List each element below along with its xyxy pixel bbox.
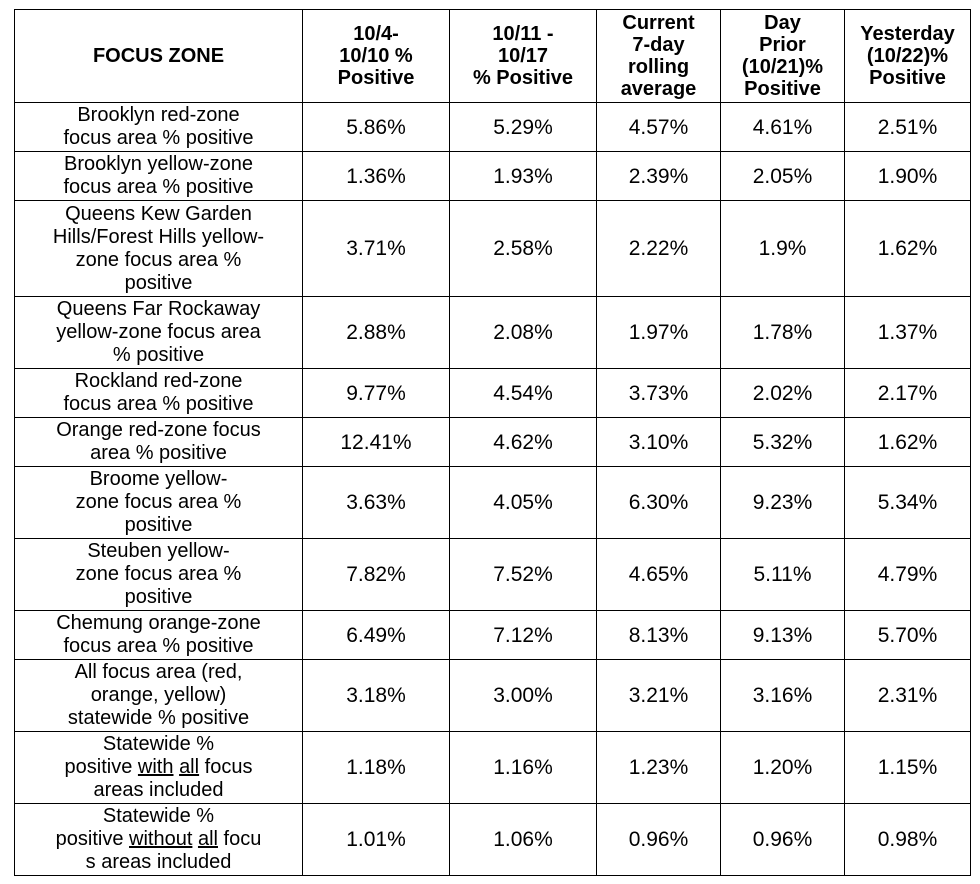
- value-cell: 8.13%: [596, 610, 721, 660]
- value-cell: 3.10%: [596, 417, 721, 467]
- value-cell: 3.00%: [449, 659, 597, 732]
- value-cell: 0.98%: [844, 803, 971, 876]
- zone-cell: Brooklyn yellow-zone focus area % positiv…: [14, 151, 303, 201]
- value-cell: 2.58%: [449, 200, 597, 297]
- value-cell: 2.88%: [302, 296, 450, 369]
- value-cell: 2.02%: [720, 368, 845, 418]
- zone-cell: Steuben yellow-zone focus area % positive: [14, 538, 303, 611]
- value-cell: 4.62%: [449, 417, 597, 467]
- value-cell: 6.30%: [596, 466, 721, 539]
- value-cell: 5.11%: [720, 538, 845, 611]
- value-cell: 3.18%: [302, 659, 450, 732]
- value-cell: 1.20%: [720, 731, 845, 804]
- value-cell: 3.71%: [302, 200, 450, 297]
- value-cell: 1.97%: [596, 296, 721, 369]
- table-row: Statewide % positive with all focus areas …: [14, 731, 971, 804]
- header-rolling-average: Current 7-day rolling average: [596, 9, 721, 103]
- table-row: All focus area (red, orange, yellow) state…: [14, 659, 971, 732]
- value-cell: 3.21%: [596, 659, 721, 732]
- value-cell: 3.73%: [596, 368, 721, 418]
- value-cell: 2.39%: [596, 151, 721, 201]
- value-cell: 4.61%: [720, 102, 845, 152]
- value-cell: 1.93%: [449, 151, 597, 201]
- value-cell: 4.65%: [596, 538, 721, 611]
- value-cell: 6.49%: [302, 610, 450, 660]
- value-cell: 5.86%: [302, 102, 450, 152]
- value-cell: 1.62%: [844, 417, 971, 467]
- value-cell: 5.34%: [844, 466, 971, 539]
- value-cell: 1.90%: [844, 151, 971, 201]
- zone-cell: Broome yellow-zone focus area % positive: [14, 466, 303, 539]
- value-cell: 12.41%: [302, 417, 450, 467]
- value-cell: 3.63%: [302, 466, 450, 539]
- table-row: Queens Far Rockaway yellow-zone focus are…: [14, 296, 971, 369]
- value-cell: 0.96%: [596, 803, 721, 876]
- value-cell: 1.9%: [720, 200, 845, 297]
- zone-cell: Queens Kew Garden Hills/Forest Hills yell…: [14, 200, 303, 297]
- value-cell: 4.54%: [449, 368, 597, 418]
- value-cell: 3.16%: [720, 659, 845, 732]
- header-yesterday: Yesterday (10/22)% Positive: [844, 9, 971, 103]
- value-cell: 1.06%: [449, 803, 597, 876]
- value-cell: 5.70%: [844, 610, 971, 660]
- header-focus-zone: FOCUS ZONE: [14, 9, 303, 103]
- table-row: Brooklyn yellow-zone focus area % positiv…: [14, 151, 971, 201]
- zone-cell: Statewide % positive without all focu s ar…: [14, 803, 303, 876]
- value-cell: 9.13%: [720, 610, 845, 660]
- value-cell: 9.77%: [302, 368, 450, 418]
- value-cell: 2.51%: [844, 102, 971, 152]
- value-cell: 9.23%: [720, 466, 845, 539]
- zone-cell: Queens Far Rockaway yellow-zone focus are…: [14, 296, 303, 369]
- zone-cell: Rockland red-zone focus area % positive: [14, 368, 303, 418]
- zone-cell: Brooklyn red-zone focus area % positive: [14, 102, 303, 152]
- value-cell: 1.23%: [596, 731, 721, 804]
- value-cell: 2.31%: [844, 659, 971, 732]
- zone-cell: Statewide % positive with all focus areas …: [14, 731, 303, 804]
- header-day-prior: Day Prior (10/21)% Positive: [720, 9, 845, 103]
- table-row: Orange red-zone focus area % positive 12.…: [14, 417, 971, 467]
- value-cell: 1.62%: [844, 200, 971, 297]
- value-cell: 1.01%: [302, 803, 450, 876]
- value-cell: 1.15%: [844, 731, 971, 804]
- value-cell: 2.05%: [720, 151, 845, 201]
- zone-cell: All focus area (red, orange, yellow) state…: [14, 659, 303, 732]
- value-cell: 7.82%: [302, 538, 450, 611]
- value-cell: 1.78%: [720, 296, 845, 369]
- value-cell: 0.96%: [720, 803, 845, 876]
- value-cell: 4.79%: [844, 538, 971, 611]
- table-row: Statewide % positive without all focu s ar…: [14, 803, 971, 876]
- table-row: Brooklyn red-zone focus area % positive 5…: [14, 102, 971, 152]
- value-cell: 5.32%: [720, 417, 845, 467]
- value-cell: 1.36%: [302, 151, 450, 201]
- value-cell: 4.57%: [596, 102, 721, 152]
- zone-cell: Chemung orange-zone focus area % positive: [14, 610, 303, 660]
- table-row: Rockland red-zone focus area % positive 9…: [14, 368, 971, 418]
- table-row: Chemung orange-zone focus area % positive…: [14, 610, 971, 660]
- value-cell: 2.17%: [844, 368, 971, 418]
- zone-cell: Orange red-zone focus area % positive: [14, 417, 303, 467]
- table-row: Broome yellow-zone focus area % positive …: [14, 466, 971, 539]
- focus-zone-table: FOCUS ZONE 10/4- 10/10 % Positive 10/11 -1…: [14, 9, 971, 876]
- value-cell: 2.08%: [449, 296, 597, 369]
- value-cell: 1.18%: [302, 731, 450, 804]
- value-cell: 7.52%: [449, 538, 597, 611]
- value-cell: 5.29%: [449, 102, 597, 152]
- value-cell: 1.37%: [844, 296, 971, 369]
- table-row: Steuben yellow-zone focus area % positive…: [14, 538, 971, 611]
- value-cell: 2.22%: [596, 200, 721, 297]
- table-row: Queens Kew Garden Hills/Forest Hills yell…: [14, 200, 971, 297]
- header-row: FOCUS ZONE 10/4- 10/10 % Positive 10/11 -1…: [14, 9, 971, 103]
- header-week1: 10/4- 10/10 % Positive: [302, 9, 450, 103]
- value-cell: 7.12%: [449, 610, 597, 660]
- value-cell: 1.16%: [449, 731, 597, 804]
- value-cell: 4.05%: [449, 466, 597, 539]
- header-week2: 10/11 -10/17% Positive: [449, 9, 597, 103]
